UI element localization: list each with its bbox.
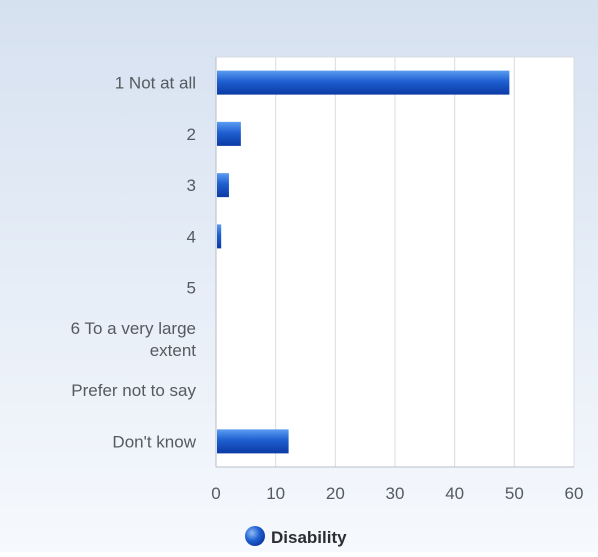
bar[interactable]: [217, 70, 510, 95]
axes: [215, 57, 574, 468]
bar[interactable]: [217, 173, 229, 198]
legend-marker-icon: [245, 526, 265, 546]
x-tick-label: 10: [266, 484, 285, 503]
x-tick-label: 50: [505, 484, 524, 503]
x-tick-labels: 0 10 20 30 40 50 60: [211, 484, 583, 503]
x-tick-label: 60: [565, 484, 584, 503]
x-tick-label: 30: [386, 484, 405, 503]
bars: [217, 70, 510, 454]
category-label: 2: [187, 125, 196, 144]
category-label: extent: [150, 341, 197, 360]
category-label: 3: [187, 176, 196, 195]
category-label: Prefer not to say: [71, 381, 196, 400]
bar[interactable]: [217, 121, 241, 146]
category-label: 6 To a very large: [71, 319, 196, 338]
gridlines: [275, 57, 575, 467]
legend-label: Disability: [271, 528, 347, 547]
category-label: 1 Not at all: [115, 74, 196, 93]
bar[interactable]: [217, 429, 289, 454]
category-labels: 1 Not at all 2 3 4 5 6 To a very large extent P…: [71, 74, 197, 452]
category-label: Don't know: [112, 432, 196, 451]
legend[interactable]: Disability: [245, 526, 347, 547]
category-label: 4: [187, 227, 196, 246]
x-tick-label: 20: [326, 484, 345, 503]
category-label: 5: [187, 279, 196, 298]
bar[interactable]: [217, 224, 222, 249]
x-tick-label: 40: [445, 484, 464, 503]
x-tick-label: 0: [211, 484, 220, 503]
